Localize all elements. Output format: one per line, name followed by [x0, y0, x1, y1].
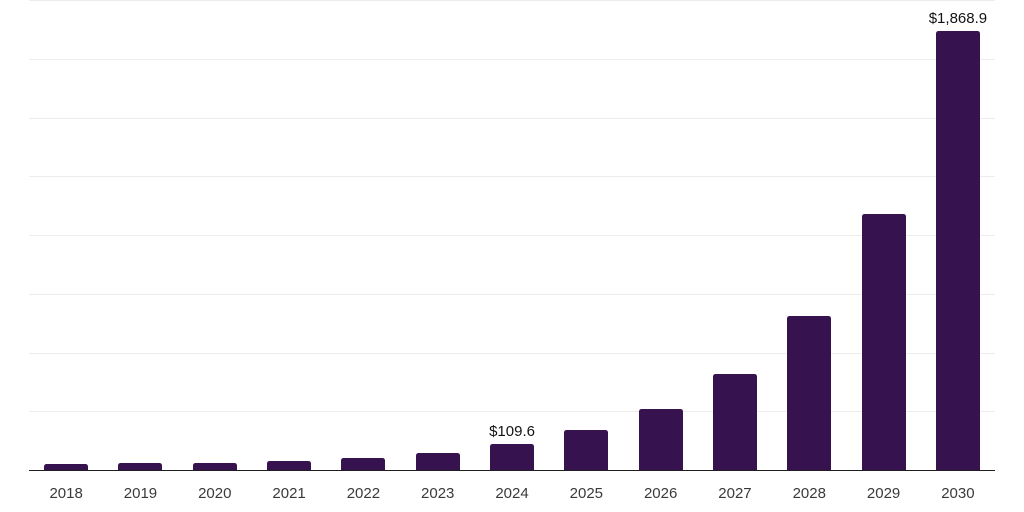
bar-2025[interactable]	[564, 430, 609, 470]
bar-2020[interactable]	[192, 463, 237, 470]
x-tick-2023: 2023	[421, 484, 455, 502]
x-tick-2027: 2027	[718, 484, 752, 502]
band-2026	[624, 0, 698, 470]
x-tick-2019: 2019	[123, 484, 158, 502]
bar-2021[interactable]	[267, 461, 312, 470]
bar-2028[interactable]	[787, 316, 832, 470]
x-tick-2028: 2028	[792, 484, 826, 502]
x-tick-2025: 2025	[569, 484, 604, 502]
x-tick-2030: 2030	[941, 484, 975, 502]
band-2025	[549, 0, 623, 470]
x-tick-2022: 2022	[346, 484, 381, 502]
band-2027	[698, 0, 772, 470]
band-2024: $109.6	[475, 0, 549, 470]
bars-row: $109.6 $1,868.9	[29, 0, 995, 470]
bar-2022[interactable]	[341, 457, 386, 470]
bar-2023[interactable]	[415, 452, 460, 470]
plot-area: $109.6 $1,868.9	[29, 0, 995, 471]
band-2018	[29, 0, 103, 470]
band-2022	[326, 0, 400, 470]
band-2021	[252, 0, 326, 470]
x-tick-2029: 2029	[866, 484, 901, 502]
band-2020	[178, 0, 252, 470]
x-tick-2021: 2021	[272, 484, 306, 502]
x-tick-2024: 2024	[495, 484, 529, 502]
band-2023	[401, 0, 475, 470]
band-2029	[846, 0, 920, 470]
bar-2030[interactable]	[935, 30, 980, 470]
x-tick-2020: 2020	[198, 484, 232, 502]
x-tick-2026: 2026	[643, 484, 678, 502]
data-label-2024: $109.6	[489, 423, 535, 441]
band-2028	[772, 0, 846, 470]
bar-2029[interactable]	[861, 214, 906, 470]
x-tick-2018: 2018	[49, 484, 83, 502]
bar-2019[interactable]	[118, 462, 163, 470]
bar-2026[interactable]	[638, 408, 683, 470]
band-2019	[103, 0, 177, 470]
x-axis: 2018 2019 2020 2021 2022 2023 2024 2025 2026 2027…	[29, 472, 995, 501]
bar-2024[interactable]	[490, 444, 535, 470]
bar-2027[interactable]	[712, 374, 757, 470]
bar-2018[interactable]	[44, 463, 89, 470]
data-label-2030: $1,868.9	[928, 9, 988, 27]
band-2030: $1,868.9	[921, 0, 995, 470]
